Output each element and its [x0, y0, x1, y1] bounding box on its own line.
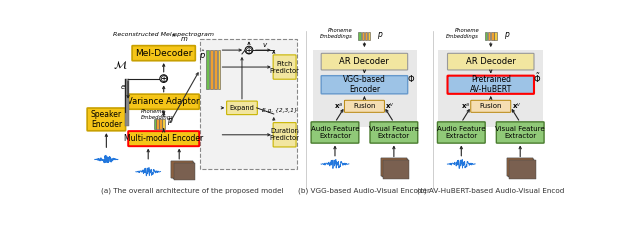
Bar	[438, 50, 543, 127]
Text: $\mathbf{x}^a$: $\mathbf{x}^a$	[461, 101, 470, 111]
Text: Multi-modal Encoder: Multi-modal Encoder	[124, 134, 204, 143]
Bar	[172, 161, 193, 178]
FancyBboxPatch shape	[200, 38, 297, 169]
Text: AR Decoder: AR Decoder	[339, 57, 389, 66]
Text: Duration
Predictor: Duration Predictor	[269, 128, 300, 141]
Text: $\oplus$: $\oplus$	[159, 73, 168, 84]
Bar	[383, 160, 409, 178]
FancyBboxPatch shape	[132, 46, 195, 61]
Bar	[381, 158, 407, 176]
Text: AR Decoder: AR Decoder	[466, 57, 516, 66]
FancyBboxPatch shape	[437, 122, 485, 143]
Text: p: p	[504, 30, 509, 39]
Text: $\mathbf{x}^a$: $\mathbf{x}^a$	[334, 101, 344, 111]
Text: Pitch
Predictor: Pitch Predictor	[269, 61, 300, 74]
FancyBboxPatch shape	[87, 108, 125, 131]
Bar	[381, 158, 407, 176]
Bar	[362, 32, 364, 40]
Circle shape	[160, 75, 168, 82]
Text: Fusion: Fusion	[353, 103, 376, 109]
Text: Phoneme
Embeddings: Phoneme Embeddings	[446, 28, 479, 38]
Text: (a) The overall architecture of the proposed model: (a) The overall architecture of the prop…	[101, 188, 284, 194]
Bar	[368, 32, 371, 40]
Circle shape	[245, 46, 253, 54]
Text: Pretrained
AV-HuBERT: Pretrained AV-HuBERT	[470, 75, 512, 94]
Bar	[163, 119, 164, 129]
Text: v: v	[262, 42, 266, 48]
FancyBboxPatch shape	[471, 100, 511, 112]
Text: $\hat{p}$: $\hat{p}$	[199, 48, 206, 63]
Bar	[507, 158, 533, 176]
Bar	[488, 32, 490, 40]
FancyBboxPatch shape	[273, 55, 296, 79]
FancyBboxPatch shape	[321, 53, 408, 70]
Text: Visual Feature
Extractor: Visual Feature Extractor	[369, 126, 419, 139]
FancyBboxPatch shape	[497, 122, 544, 143]
Bar	[509, 160, 536, 178]
Text: e: e	[120, 84, 125, 90]
Bar	[210, 50, 212, 89]
Bar	[507, 158, 533, 176]
Bar	[365, 32, 367, 40]
FancyBboxPatch shape	[128, 94, 199, 109]
Text: $\tilde{\Phi}$: $\tilde{\Phi}$	[533, 72, 541, 86]
Text: $\oplus$: $\oplus$	[244, 45, 253, 56]
FancyBboxPatch shape	[447, 76, 534, 94]
Text: (c) AV-HuBERT-based Audio-Visual Encod: (c) AV-HuBERT-based Audio-Visual Encod	[417, 188, 564, 194]
Bar	[484, 32, 487, 40]
Bar	[206, 50, 209, 89]
Text: Audio Feature
Extractor: Audio Feature Extractor	[311, 126, 359, 139]
Text: Phoneme
Embeddings: Phoneme Embeddings	[140, 109, 173, 120]
Text: Visual Feature
Extractor: Visual Feature Extractor	[495, 126, 545, 139]
Bar	[312, 50, 417, 127]
Text: Phoneme
Embeddings: Phoneme Embeddings	[320, 28, 353, 38]
FancyBboxPatch shape	[447, 53, 534, 70]
FancyBboxPatch shape	[321, 76, 408, 94]
Text: Mel-Decoder: Mel-Decoder	[135, 49, 193, 58]
FancyBboxPatch shape	[273, 123, 296, 147]
FancyBboxPatch shape	[227, 101, 257, 115]
Text: $\Phi$: $\Phi$	[407, 73, 415, 84]
Text: p: p	[166, 116, 172, 125]
Text: E.g. {2,3,1}: E.g. {2,3,1}	[262, 108, 298, 113]
Text: (b) VGG-based Audio-Visual Encoder: (b) VGG-based Audio-Visual Encoder	[298, 188, 431, 194]
Text: p: p	[378, 30, 382, 39]
FancyBboxPatch shape	[370, 122, 418, 143]
Text: Speaker
Encoder: Speaker Encoder	[91, 110, 122, 129]
Text: VGG-based
Encoder: VGG-based Encoder	[343, 75, 386, 94]
Text: Expand: Expand	[230, 105, 255, 111]
Text: Audio Feature
Extractor: Audio Feature Extractor	[437, 126, 486, 139]
Bar	[382, 159, 408, 178]
Text: $\mathcal{M}$: $\mathcal{M}$	[113, 60, 127, 72]
Bar	[495, 32, 497, 40]
Bar	[172, 161, 193, 178]
FancyBboxPatch shape	[311, 122, 359, 143]
Bar	[157, 119, 159, 129]
Bar	[492, 32, 493, 40]
Bar	[358, 32, 361, 40]
FancyBboxPatch shape	[128, 131, 199, 146]
Bar	[214, 50, 216, 89]
Bar	[173, 163, 195, 180]
Bar	[173, 162, 194, 179]
Text: m: m	[180, 36, 188, 42]
Bar	[218, 50, 220, 89]
Text: $\mathbf{x}^v$: $\mathbf{x}^v$	[385, 101, 395, 111]
Bar	[508, 159, 534, 178]
Bar	[159, 119, 162, 129]
Bar	[125, 79, 129, 126]
Bar	[154, 119, 156, 129]
Text: Fusion: Fusion	[479, 103, 502, 109]
Text: Reconstructed Mel-spectrogram: Reconstructed Mel-spectrogram	[113, 32, 214, 37]
FancyBboxPatch shape	[344, 100, 385, 112]
Text: $\mathbf{x}^v$: $\mathbf{x}^v$	[511, 101, 521, 111]
Text: Variance Adaptor: Variance Adaptor	[127, 97, 200, 106]
